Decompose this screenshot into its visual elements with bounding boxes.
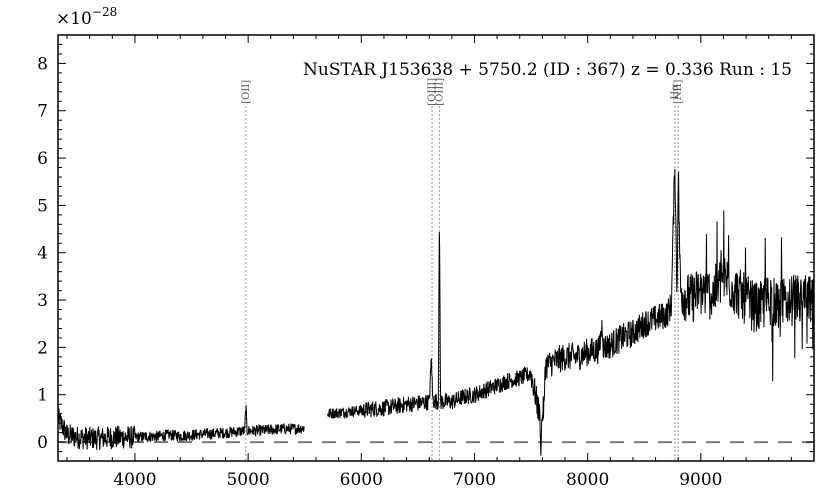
emission-line-markers: [OII] [OIII][OIII] Hα[NII] [241, 78, 684, 461]
y-tick-label: 6 [37, 149, 48, 169]
y-tick-label: 1 [37, 386, 48, 406]
emission-line-label-2: [OIII] [434, 78, 445, 106]
y-tick-label: 2 [37, 338, 48, 358]
emission-line-label-4: [NII] [673, 79, 684, 104]
x-axis-ticks: 4000 5000 6000 7000 8000 9000 [66, 35, 815, 490]
y-tick-label: 5 [37, 196, 48, 216]
chart-title: NuSTAR J153638 + 5750.2 (ID : 367) z = 0… [303, 60, 792, 80]
y-axis-multiplier-exponent: −28 [92, 5, 117, 19]
y-axis-multiplier: ×10−28 [56, 5, 117, 29]
x-tick-label: 5000 [226, 470, 269, 490]
x-tick-label: 6000 [340, 470, 383, 490]
y-tick-label: 4 [37, 244, 48, 264]
y-axis-ticks: 0 1 2 3 4 5 6 7 8 [37, 43, 814, 453]
emission-line-label-3: Hα [670, 84, 681, 100]
x-tick-label: 9000 [679, 470, 722, 490]
y-tick-label: 8 [37, 54, 48, 74]
plot-frame [57, 34, 815, 462]
y-tick-label: 0 [37, 433, 48, 453]
x-tick-label: 4000 [113, 470, 156, 490]
spectrum-line [57, 168, 815, 456]
y-axis-multiplier-base: ×10 [56, 9, 92, 29]
x-tick-label: 7000 [453, 470, 496, 490]
emission-line-label-0: [OII] [241, 80, 252, 104]
y-tick-label: 7 [37, 102, 48, 122]
y-tick-label: 3 [37, 291, 48, 311]
emission-line-label-1: [OIII] [427, 78, 438, 106]
x-tick-label: 8000 [566, 470, 609, 490]
